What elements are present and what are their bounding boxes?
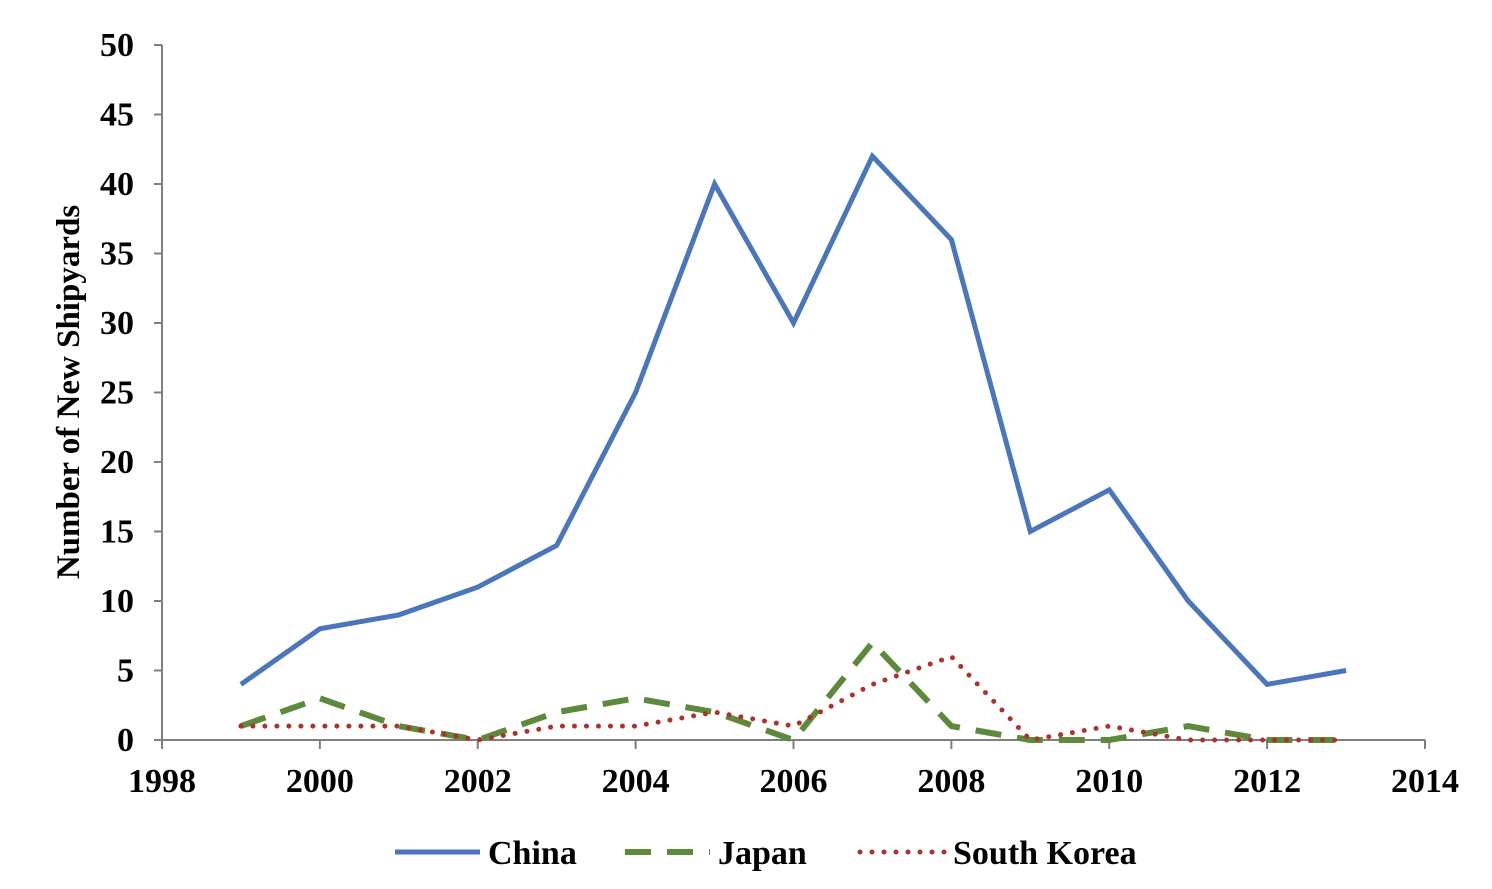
y-tick-label: 5: [117, 653, 134, 690]
y-tick-label: 20: [100, 444, 134, 481]
x-tick-label: 2002: [444, 763, 512, 800]
x-tick-label: 2012: [1233, 763, 1301, 800]
legend-label-south-korea: South Korea: [953, 835, 1137, 872]
y-tick-label: 40: [100, 166, 134, 203]
chart-axes: [161, 45, 1425, 741]
y-tick-label: 0: [117, 722, 134, 759]
x-tick-label: 2000: [286, 763, 354, 800]
chart-legend: China Japan South Korea: [395, 835, 1137, 872]
y-tick-label: 10: [100, 583, 134, 620]
x-tick-label: 2010: [1075, 763, 1143, 800]
x-axis-ticks: 1998 2000 2002 2004 2006 2008 2010 2012 2014: [128, 740, 1459, 800]
x-tick-label: 1998: [128, 763, 196, 800]
y-tick-label: 35: [100, 236, 134, 273]
legend-label-china: China: [488, 835, 577, 872]
series-line-south-korea: [238, 653, 1349, 743]
series-line-japan: [239, 638, 1347, 744]
legend-label-japan: Japan: [718, 835, 807, 872]
y-tick-label: 30: [100, 305, 134, 342]
y-tick-label: 25: [100, 375, 134, 412]
series-layer: [238, 151, 1349, 744]
x-tick-label: 2014: [1391, 763, 1459, 800]
x-tick-label: 2008: [917, 763, 985, 800]
y-tick-label: 45: [100, 97, 134, 134]
series-line-china: [239, 151, 1347, 688]
y-tick-label: 50: [100, 27, 134, 64]
x-tick-label: 2006: [760, 763, 828, 800]
y-axis-ticks: 0 5 10 15 20 25 30 35 40 45 50: [100, 27, 162, 759]
y-tick-label: 15: [100, 514, 134, 551]
y-axis-title: Number of New Shipyards: [51, 205, 87, 580]
x-tick-label: 2004: [602, 763, 670, 800]
